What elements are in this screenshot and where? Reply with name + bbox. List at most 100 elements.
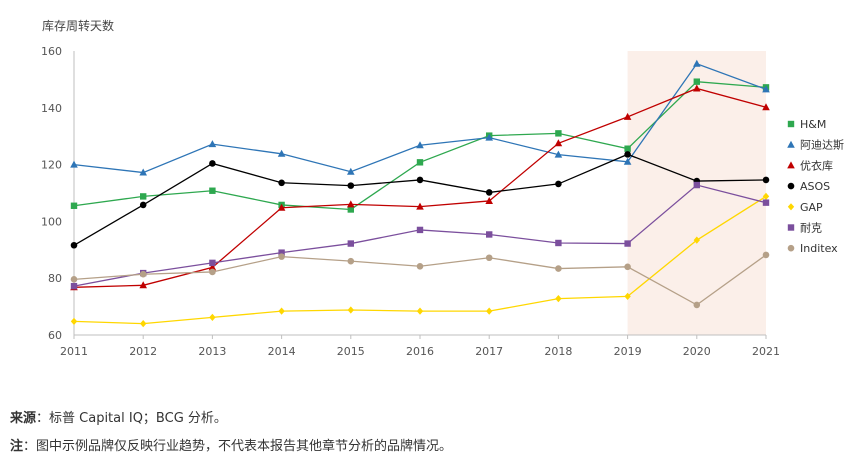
legend-label: 阿迪达斯 — [800, 139, 844, 152]
data-point — [139, 281, 147, 289]
data-point — [416, 202, 424, 210]
data-point — [624, 240, 631, 247]
data-point — [416, 307, 424, 315]
series-4 — [70, 192, 770, 328]
legend-label: ASOS — [800, 180, 830, 193]
series-5 — [70, 181, 770, 290]
x-tick-label: 2020 — [683, 345, 711, 358]
data-point — [555, 295, 562, 303]
x-tick-label: 2013 — [198, 345, 226, 358]
data-point — [347, 306, 354, 314]
y-tick-label: 160 — [41, 45, 62, 58]
data-point — [70, 282, 78, 290]
series-1 — [70, 59, 770, 176]
data-point — [624, 292, 631, 300]
legend-item: H&M — [787, 118, 826, 131]
x-tick-label: 2019 — [614, 345, 642, 358]
data-point — [486, 307, 493, 315]
x-tick-label: 2015 — [337, 345, 365, 358]
y-tick-label: 100 — [41, 215, 62, 228]
series-6 — [70, 251, 770, 309]
y-axis-label: 库存周转天数 — [42, 18, 114, 33]
data-point — [416, 226, 424, 234]
data-point — [693, 84, 701, 92]
data-point — [485, 133, 493, 141]
x-tick-label: 2018 — [544, 345, 572, 358]
data-point — [624, 151, 631, 158]
data-point — [762, 103, 770, 111]
legend-label: H&M — [800, 118, 826, 131]
data-point — [555, 180, 562, 188]
legend-marker — [787, 140, 795, 148]
source-note: 来源：标普 Capital IQ；BCG 分析。 — [10, 407, 227, 426]
data-point — [70, 276, 78, 283]
source-text: ：标普 Capital IQ；BCG 分析。 — [36, 411, 227, 426]
legend-label: Inditex — [800, 242, 838, 255]
data-point — [554, 139, 563, 147]
data-point — [209, 187, 216, 194]
legend-label: 优衣库 — [800, 158, 833, 172]
series-2 — [70, 84, 770, 291]
y-tick-label: 140 — [41, 102, 62, 115]
data-point — [347, 182, 355, 189]
data-point — [347, 257, 355, 265]
source-label: 来源 — [10, 411, 37, 426]
data-point — [416, 159, 424, 166]
data-point — [209, 268, 216, 276]
legend-marker — [787, 120, 795, 128]
data-point — [70, 202, 78, 209]
data-point — [208, 263, 217, 271]
legend-marker — [787, 224, 795, 231]
legend-item: 耐克 — [787, 222, 822, 235]
data-point — [762, 251, 770, 259]
data-point — [693, 59, 701, 67]
data-point — [416, 262, 424, 270]
data-point — [277, 149, 286, 157]
data-point — [762, 199, 770, 206]
data-point — [485, 196, 493, 204]
legend-marker — [787, 203, 795, 211]
data-point — [693, 236, 700, 244]
data-point — [624, 263, 631, 271]
note-label: 注 — [10, 439, 24, 454]
data-point — [416, 176, 424, 184]
data-point — [624, 145, 631, 152]
legend-label: GAP — [800, 201, 823, 214]
data-point — [278, 249, 285, 256]
data-point — [693, 181, 700, 189]
data-point — [140, 193, 147, 200]
data-point — [762, 192, 770, 201]
line-chart: 60 80 100 120 140 160 2011 2012 2013 2014 2015 2016… — [41, 18, 844, 358]
x-tick-label: 2017 — [475, 345, 503, 358]
x-tick-label: 2012 — [129, 345, 157, 358]
legend-marker — [787, 161, 795, 169]
x-tick-label: 2011 — [60, 345, 88, 358]
data-point — [209, 160, 216, 167]
data-point — [140, 320, 147, 328]
data-point — [693, 78, 700, 85]
data-point — [139, 168, 147, 176]
highlight-band — [627, 51, 766, 335]
data-point — [762, 85, 770, 93]
data-point — [347, 240, 354, 247]
highlight-region — [627, 51, 766, 335]
x-tick-label: 2014 — [268, 345, 296, 358]
data-point — [70, 241, 78, 249]
legend-marker — [787, 182, 795, 190]
data-point — [555, 239, 562, 247]
series-lines — [70, 59, 770, 328]
y-tick-label: 80 — [48, 272, 62, 285]
y-tick-label: 120 — [41, 159, 62, 172]
legend-item: 阿迪达斯 — [787, 139, 844, 152]
legend-item: GAP — [787, 201, 823, 214]
data-point — [486, 231, 493, 238]
data-point — [208, 140, 217, 148]
x-tick-label: 2021 — [752, 345, 780, 358]
legend-item: 优衣库 — [787, 158, 833, 172]
legend-label: 耐克 — [800, 222, 822, 235]
data-point — [693, 301, 701, 309]
data-point — [278, 179, 285, 187]
data-point — [554, 150, 563, 158]
data-point — [623, 112, 632, 120]
data-point — [70, 317, 78, 325]
